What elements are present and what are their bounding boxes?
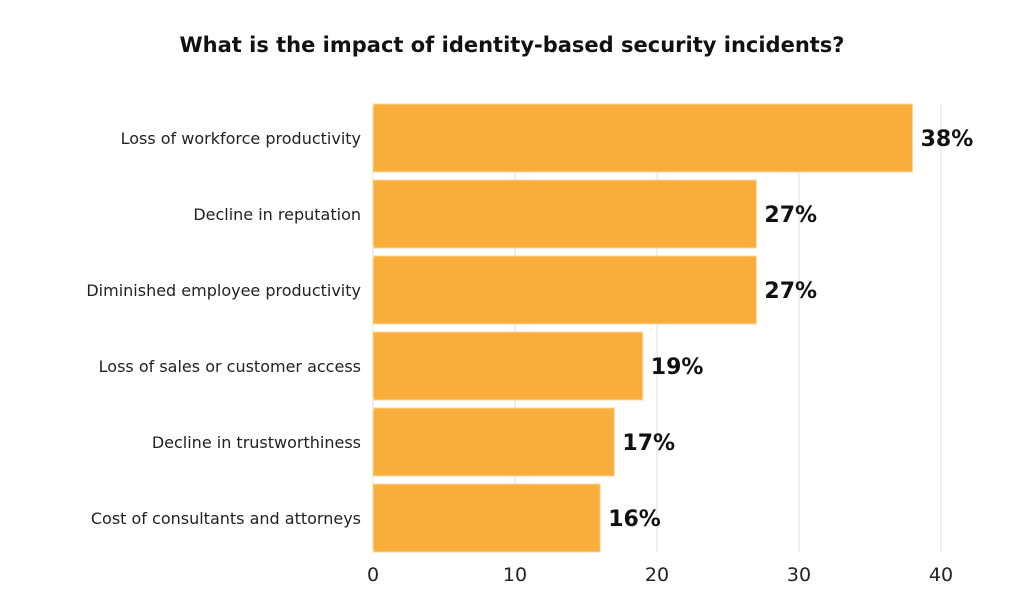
x-tick-label: 20 <box>645 564 669 586</box>
bar <box>372 331 644 401</box>
category-label: Decline in trustworthiness <box>152 433 361 452</box>
category-label: Cost of consultants and attorneys <box>91 509 361 528</box>
category-label: Decline in reputation <box>193 205 361 224</box>
category-label: Loss of workforce productivity <box>121 129 361 148</box>
x-tick-label: 30 <box>787 564 811 586</box>
x-tick-label: 40 <box>929 564 953 586</box>
bar <box>372 407 615 477</box>
bar <box>372 179 757 249</box>
chart-title: What is the impact of identity-based sec… <box>179 33 844 57</box>
data-label: 27% <box>764 203 817 228</box>
data-label: 16% <box>608 507 661 532</box>
bar <box>372 255 757 325</box>
data-label: 38% <box>921 127 974 152</box>
category-label: Loss of sales or customer access <box>99 357 361 376</box>
x-tick-label: 0 <box>367 564 379 586</box>
x-tick-label: 10 <box>503 564 527 586</box>
data-label: 27% <box>764 279 817 304</box>
data-label: 19% <box>651 355 704 380</box>
category-label: Diminished employee productivity <box>86 281 361 300</box>
bar <box>372 483 601 553</box>
bar <box>372 103 914 173</box>
data-label: 17% <box>622 431 675 456</box>
